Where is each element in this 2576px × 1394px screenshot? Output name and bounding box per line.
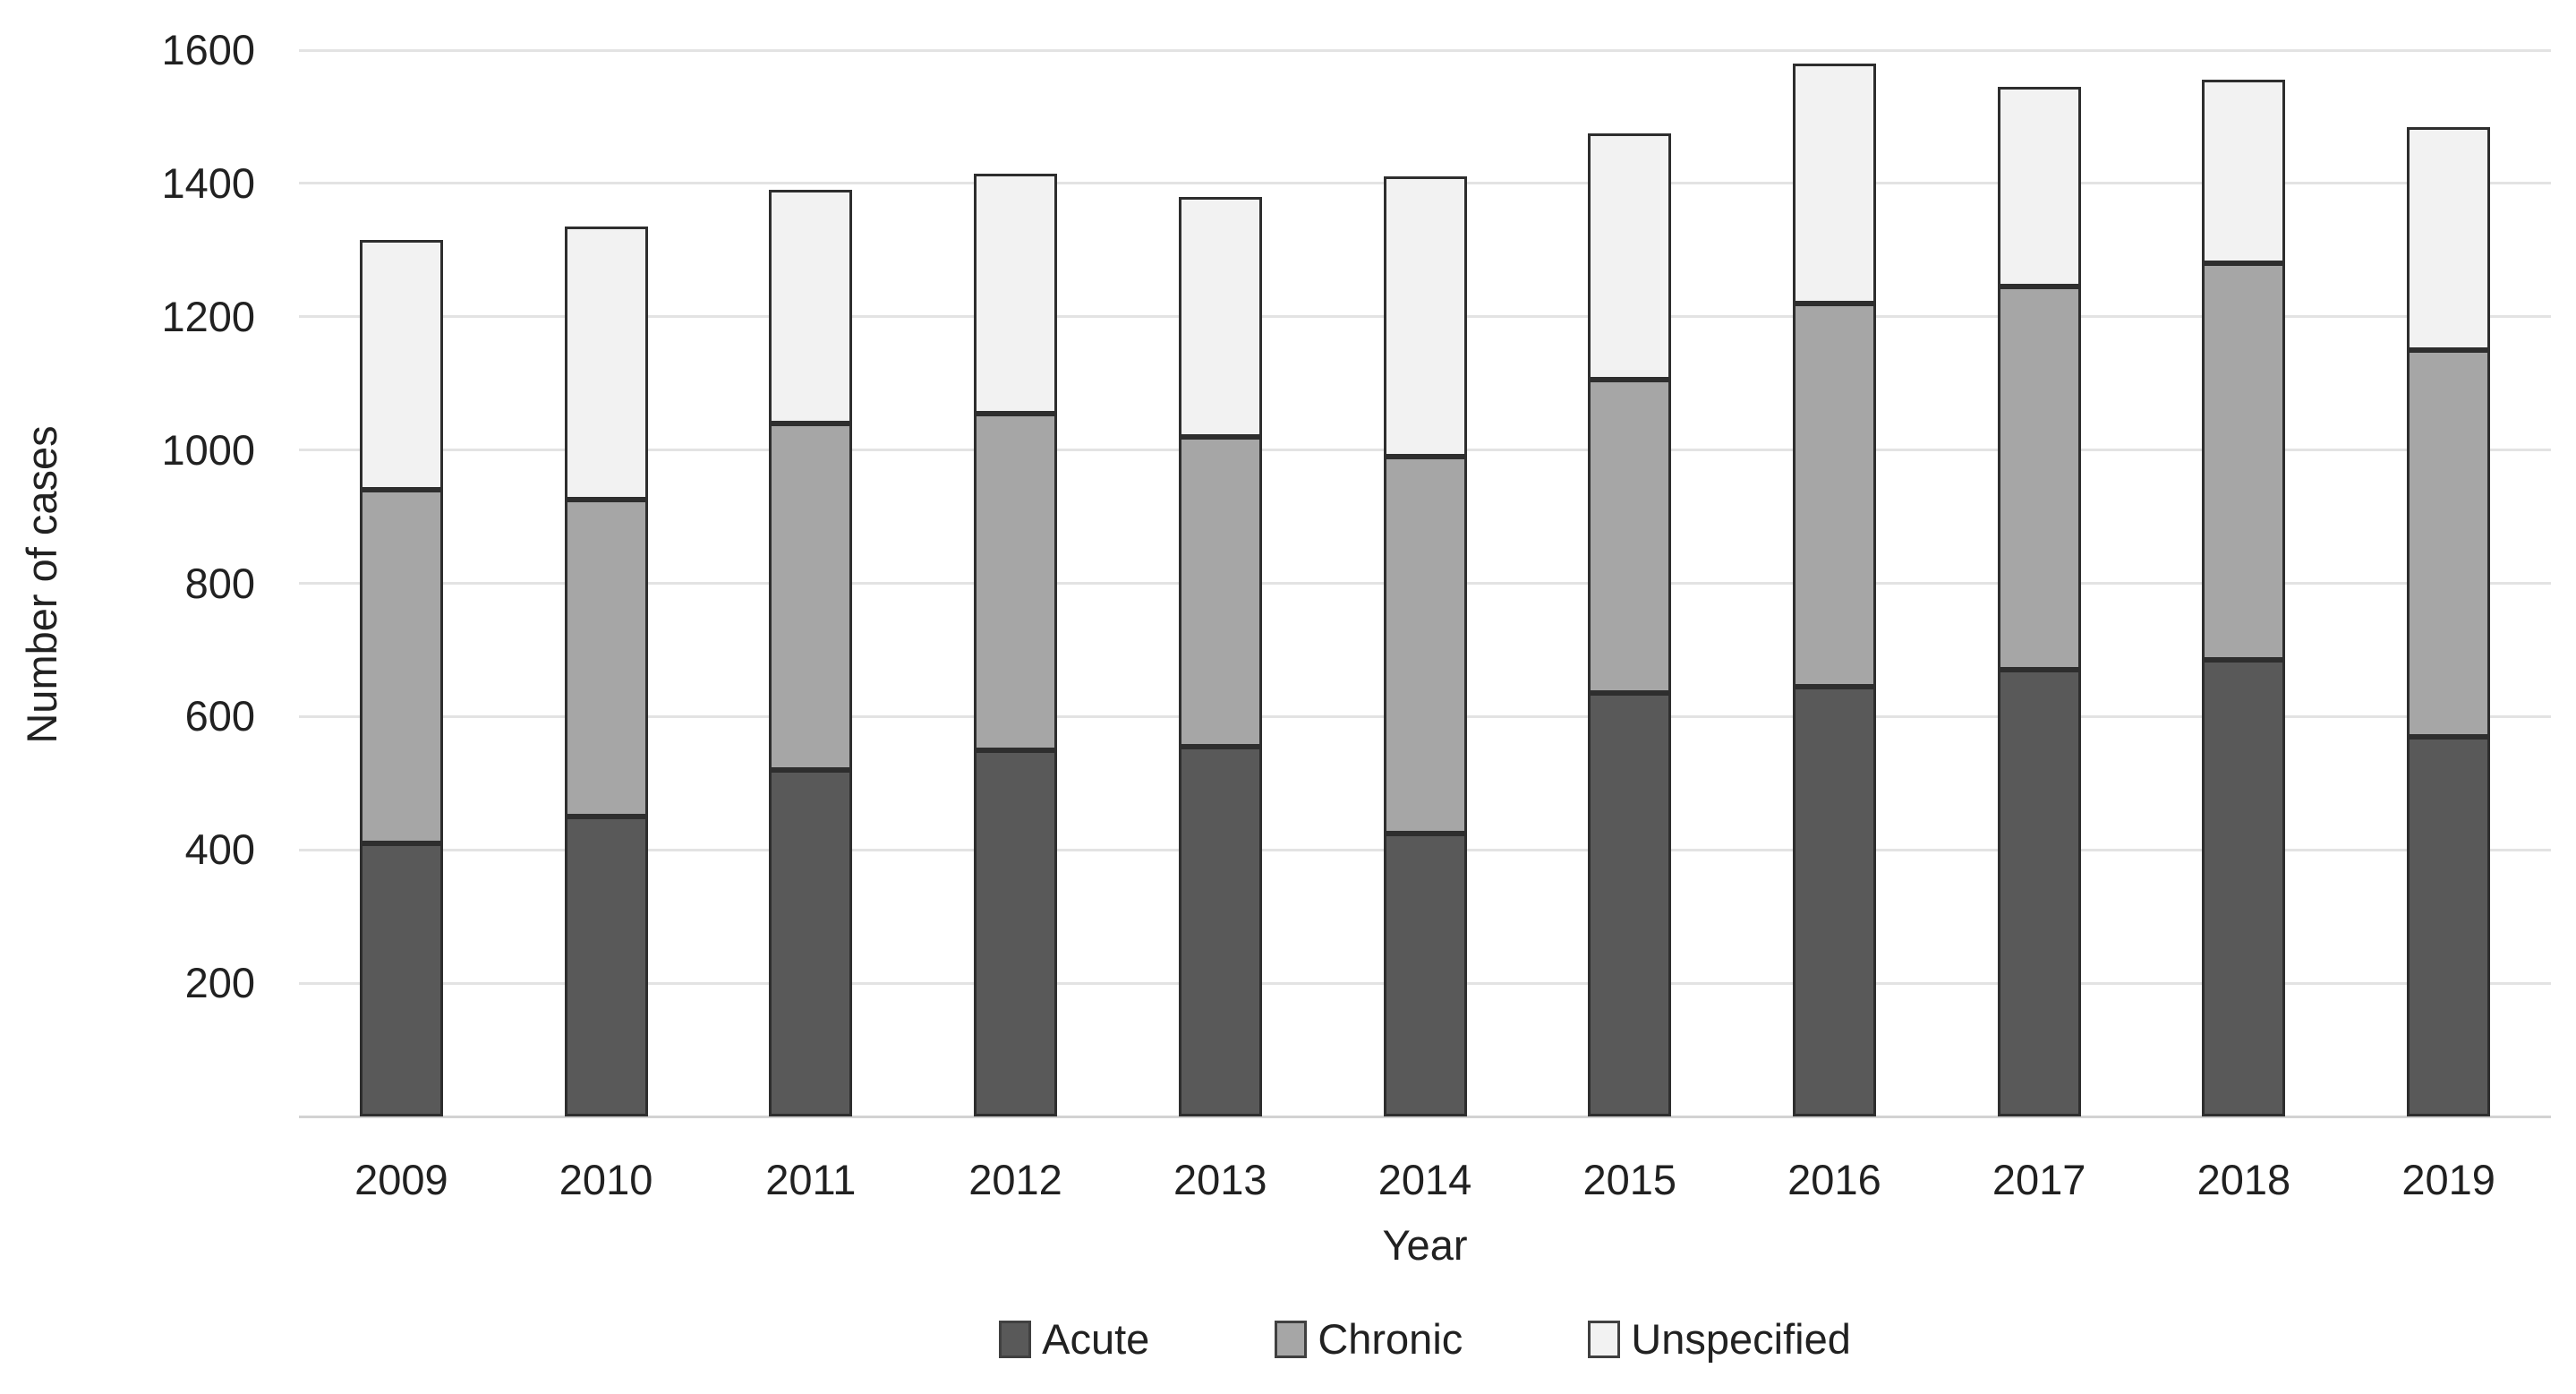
bar-segment-acute-2016 — [1792, 686, 1876, 1116]
bar-segment-chronic-2019 — [2407, 349, 2491, 737]
legend: Acute Chronic Unspecified — [299, 1314, 2551, 1364]
bar-segment-chronic-2014 — [1383, 457, 1467, 834]
legend-swatch-chronic-icon — [1275, 1320, 1308, 1358]
y-tick-label: 1600 — [161, 26, 255, 73]
bar-segment-acute-2018 — [2202, 660, 2286, 1116]
legend-label: Chronic — [1318, 1315, 1463, 1363]
bar-segment-unspecified-2014 — [1383, 176, 1467, 458]
x-category-label: 2015 — [1582, 1156, 1676, 1203]
bar-segment-acute-2009 — [359, 842, 443, 1116]
y-tick-label: 600 — [184, 692, 255, 740]
bar-segment-chronic-2009 — [359, 490, 443, 843]
x-category-label: 2017 — [1992, 1156, 2086, 1203]
bar-segment-unspecified-2016 — [1792, 63, 1876, 304]
bar-segment-acute-2017 — [1997, 670, 2081, 1116]
y-tick-label: 1400 — [161, 158, 255, 207]
x-axis-line — [299, 1115, 2551, 1118]
bar-segment-unspecified-2015 — [1588, 133, 1672, 381]
bar-segment-unspecified-2012 — [974, 173, 1058, 414]
bar-segment-chronic-2018 — [2202, 263, 2286, 661]
bar-segment-acute-2012 — [974, 749, 1058, 1116]
y-tick-label: 800 — [184, 559, 255, 607]
legend-label: Unspecified — [1631, 1315, 1851, 1363]
bar-segment-chronic-2017 — [1997, 286, 2081, 671]
legend-item-acute: Acute — [999, 1314, 1149, 1364]
bar-segment-chronic-2013 — [1178, 436, 1262, 747]
bar-segment-unspecified-2011 — [769, 190, 853, 423]
y-tick-label: 200 — [184, 959, 255, 1007]
bar-segment-chronic-2012 — [974, 413, 1058, 750]
bar-segment-acute-2010 — [564, 817, 648, 1116]
x-axis-title: Year — [1382, 1221, 1468, 1269]
bar-segment-unspecified-2009 — [359, 240, 443, 491]
bar-segment-unspecified-2017 — [1997, 86, 2081, 287]
bar-segment-unspecified-2013 — [1178, 196, 1262, 437]
legend-swatch-unspecified-icon — [1588, 1320, 1621, 1358]
y-axis-title: Number of cases — [18, 425, 65, 744]
x-category-label: 2019 — [2401, 1156, 2495, 1203]
legend-item-chronic: Chronic — [1275, 1314, 1463, 1364]
bar-segment-chronic-2015 — [1588, 380, 1672, 694]
legend-item-unspecified: Unspecified — [1588, 1314, 1851, 1364]
legend-swatch-acute-icon — [999, 1320, 1032, 1358]
x-category-label: 2012 — [968, 1156, 1062, 1203]
x-category-label: 2011 — [765, 1156, 857, 1203]
y-tick-label: 1200 — [161, 292, 255, 340]
bar-segment-unspecified-2010 — [564, 227, 648, 500]
bar-segment-acute-2015 — [1588, 693, 1672, 1116]
bar-segment-chronic-2016 — [1792, 303, 1876, 687]
x-category-label: 2013 — [1173, 1156, 1267, 1203]
grid-line — [299, 48, 2551, 52]
bar-segment-acute-2011 — [769, 769, 853, 1116]
y-tick-label: 1000 — [161, 425, 255, 474]
bar-segment-acute-2019 — [2407, 736, 2491, 1116]
legend-label: Acute — [1042, 1315, 1150, 1363]
x-category-label: 2018 — [2196, 1156, 2291, 1203]
bar-segment-chronic-2010 — [564, 500, 648, 817]
y-tick-label: 400 — [184, 825, 255, 874]
x-category-label: 2014 — [1378, 1156, 1472, 1203]
bar-segment-unspecified-2018 — [2202, 80, 2286, 264]
bar-segment-acute-2013 — [1178, 746, 1262, 1116]
x-category-label: 2010 — [559, 1156, 653, 1203]
bar-segment-acute-2014 — [1383, 833, 1467, 1116]
x-category-label: 2009 — [354, 1156, 448, 1203]
bar-segment-unspecified-2019 — [2407, 126, 2491, 350]
bar-segment-chronic-2011 — [769, 423, 853, 770]
x-category-label: 2016 — [1787, 1156, 1881, 1203]
